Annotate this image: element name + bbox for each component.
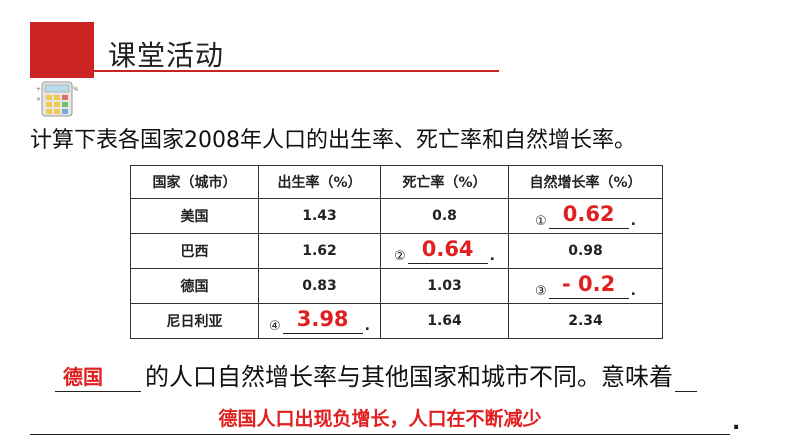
answer-blank-country: 德国 xyxy=(55,362,141,392)
cell-growth-blank: ① 0.62 . xyxy=(508,198,663,234)
calculator-icon: + × % xyxy=(36,81,78,117)
answer-blank-meaning: 德国人口出现负增长，人口在不断减少 xyxy=(30,405,730,435)
answer-text: 0.64 xyxy=(421,237,474,261)
sentence-end: . xyxy=(732,410,741,435)
answer-text: 德国 xyxy=(63,365,103,389)
cell-growth: 0.98 xyxy=(508,233,663,269)
question-sentence-continued: 德国人口出现负增长，人口在不断减少 . xyxy=(30,405,740,435)
answer-blank: 0.62 xyxy=(548,202,629,229)
blank-line-continuation xyxy=(675,364,697,392)
blank-marker: ② xyxy=(394,249,406,264)
answer-blank: - 0.2 xyxy=(548,272,629,299)
cell-birth: 1.43 xyxy=(258,198,381,234)
cell-birth-blank: ④ 3.98 . xyxy=(258,303,381,339)
cell-birth: 1.62 xyxy=(258,233,381,269)
cell-death: 0.8 xyxy=(380,198,509,234)
cell-death: 1.03 xyxy=(380,268,509,304)
header-country: 国家（城市） xyxy=(130,165,259,199)
table-row: 巴西 1.62 ② 0.64 . 0.98 xyxy=(130,233,663,269)
svg-text:+: + xyxy=(36,86,41,93)
answer-text: 3.98 xyxy=(296,307,349,331)
title-underline xyxy=(94,70,499,72)
answer-text: 0.62 xyxy=(562,202,615,226)
svg-text:×: × xyxy=(36,96,41,103)
table-row: 美国 1.43 0.8 ① 0.62 . xyxy=(130,198,663,234)
question-sentence: 德国 的人口自然增长率与其他国家和城市不同。意味着 xyxy=(55,357,697,392)
title-accent-block xyxy=(30,22,94,78)
header-death-rate: 死亡率（%） xyxy=(380,165,509,199)
table-row: 尼日利亚 ④ 3.98 . 1.64 2.34 xyxy=(130,303,663,339)
blank-marker: ④ xyxy=(269,319,281,334)
blank-marker: ① xyxy=(535,214,547,229)
cell-death-blank: ② 0.64 . xyxy=(380,233,509,269)
cell-country: 美国 xyxy=(130,198,259,234)
answer-blank: 3.98 xyxy=(282,307,363,334)
blank-marker: ③ xyxy=(535,284,547,299)
cell-growth: 2.34 xyxy=(508,303,663,339)
answer-blank: 0.64 xyxy=(407,237,488,264)
population-rate-table: 国家（城市） 出生率（%） 死亡率（%） 自然增长率（%） 美国 1.43 0.… xyxy=(130,165,663,339)
answer-text: - 0.2 xyxy=(562,272,616,296)
question-text: 的人口自然增长率与其他国家和城市不同。意味着 xyxy=(145,363,673,391)
cell-growth-blank: ③ - 0.2 . xyxy=(508,268,663,304)
table-row: 德国 0.83 1.03 ③ - 0.2 . xyxy=(130,268,663,304)
answer-text: 德国人口出现负增长，人口在不断减少 xyxy=(218,408,542,430)
page-title: 课堂活动 xyxy=(108,39,225,72)
cell-country: 德国 xyxy=(130,268,259,304)
cell-death: 1.64 xyxy=(380,303,509,339)
cell-birth: 0.83 xyxy=(258,268,381,304)
header-growth-rate: 自然增长率（%） xyxy=(508,165,663,199)
cell-country: 巴西 xyxy=(130,233,259,269)
instruction-text: 计算下表各国家2008年人口的出生率、死亡率和自然增长率。 xyxy=(30,128,636,153)
cell-country: 尼日利亚 xyxy=(130,303,259,339)
svg-text:%: % xyxy=(73,86,78,93)
table-header-row: 国家（城市） 出生率（%） 死亡率（%） 自然增长率（%） xyxy=(130,165,663,199)
header-birth-rate: 出生率（%） xyxy=(258,165,381,199)
